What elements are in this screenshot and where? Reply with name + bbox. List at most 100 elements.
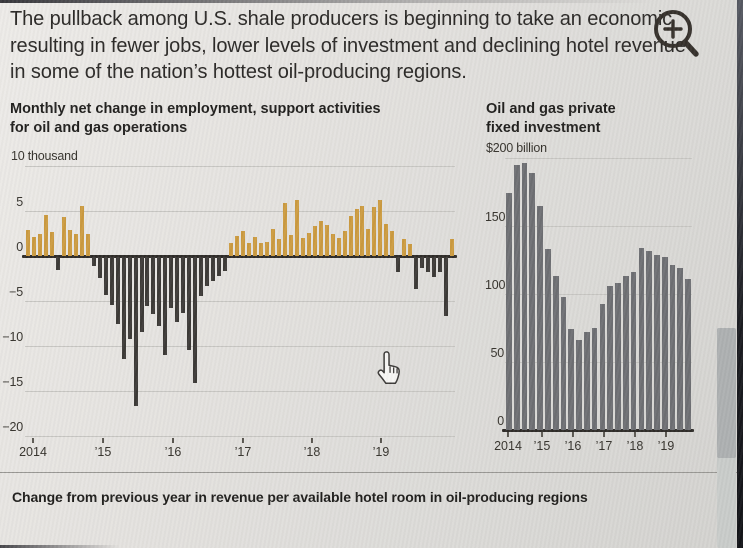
bar <box>151 257 156 314</box>
y-axis-label: −5 <box>9 285 23 299</box>
bar <box>661 257 668 430</box>
y-axis-label: −15 <box>2 375 23 389</box>
bar <box>669 265 676 430</box>
bar <box>133 257 138 406</box>
x-axis-label: ’18 <box>303 445 321 459</box>
bar <box>545 249 551 430</box>
x-axis-label: ’19 <box>372 445 390 459</box>
y-axis-label: 100 <box>485 278 506 292</box>
bar <box>529 173 536 430</box>
gridline <box>505 294 692 295</box>
y-axis-label: 0 <box>497 414 504 428</box>
bar <box>396 257 401 273</box>
bar <box>630 272 637 430</box>
x-axis-label: ’15 <box>94 445 112 459</box>
gridline <box>25 301 455 302</box>
bar <box>37 233 42 256</box>
bar <box>622 276 629 430</box>
bar <box>247 242 251 256</box>
bar <box>187 257 192 350</box>
bar <box>420 257 425 268</box>
bar <box>330 234 335 256</box>
y-axis-label: 10 thousand <box>11 149 78 163</box>
y-axis-label: 150 <box>485 210 506 224</box>
gridline <box>505 362 692 363</box>
bar <box>372 207 377 256</box>
bar <box>26 229 30 256</box>
x-axis-tick <box>311 438 313 443</box>
x-axis-tick <box>541 432 543 437</box>
bar <box>360 205 365 256</box>
gridline <box>25 166 455 167</box>
bar <box>312 226 317 256</box>
bar <box>270 229 275 256</box>
bar <box>560 296 567 430</box>
x-axis-label: ’19 <box>657 439 675 453</box>
x-axis-tick <box>634 432 636 437</box>
x-axis-tick <box>380 438 382 443</box>
employment-bar-chart: Monthly net change in employment, suppor… <box>0 100 478 468</box>
bar <box>444 257 449 317</box>
x-axis-tick <box>665 432 667 437</box>
bar <box>49 231 54 256</box>
bar <box>506 193 512 430</box>
x-axis-tick <box>242 438 244 443</box>
x-axis-label: ’17 <box>595 439 613 453</box>
y-axis-label: −10 <box>2 330 23 344</box>
section-divider <box>0 472 743 473</box>
bar <box>91 257 96 266</box>
bar <box>223 257 228 272</box>
bar <box>193 257 198 383</box>
bar <box>169 257 174 309</box>
x-axis-tick <box>172 438 174 443</box>
bar <box>384 223 389 256</box>
bar <box>348 215 353 256</box>
bar <box>85 233 90 256</box>
bar <box>264 241 269 256</box>
bar <box>163 257 168 356</box>
bar <box>79 205 84 256</box>
x-axis-label: ’16 <box>564 439 582 453</box>
bar <box>438 257 443 273</box>
bar <box>288 235 293 256</box>
gridline <box>505 226 692 227</box>
y-axis-label: 5 <box>16 195 23 209</box>
scrollbar-thumb[interactable] <box>717 328 736 458</box>
bar <box>241 230 245 256</box>
bar <box>115 257 120 324</box>
y-axis-label: 50 <box>490 346 504 360</box>
bar <box>450 238 454 256</box>
bar <box>426 257 431 273</box>
x-axis-label: ’16 <box>164 445 182 459</box>
zoom-in-icon[interactable] <box>649 5 705 63</box>
bar <box>521 163 528 430</box>
y-axis-label: −20 <box>2 420 23 434</box>
bar <box>229 242 234 256</box>
headline-line: The pullback among U.S. shale producers … <box>10 8 673 30</box>
bar <box>175 257 180 322</box>
bar <box>432 257 437 277</box>
bar <box>103 257 108 295</box>
headline-line: resulting in fewer jobs, lower levels of… <box>10 34 686 57</box>
chart-title: Monthly net change in employment, suppor… <box>10 101 381 136</box>
bar <box>654 254 660 430</box>
bar <box>677 268 684 430</box>
photo-edge-bottom <box>0 545 120 548</box>
bar <box>67 229 72 256</box>
gridline <box>25 211 455 212</box>
bar <box>336 238 341 256</box>
x-axis-tick <box>507 432 509 437</box>
bar <box>378 200 383 256</box>
x-axis-label: ’15 <box>533 439 551 453</box>
bar <box>61 217 66 256</box>
bar <box>157 257 162 327</box>
bar <box>32 237 36 256</box>
bar <box>43 214 48 256</box>
bar <box>258 243 263 256</box>
x-axis-tick <box>572 432 574 437</box>
gridline <box>505 158 692 159</box>
bar <box>55 257 60 270</box>
bar <box>366 229 371 256</box>
x-axis-label: ’17 <box>234 445 252 459</box>
bar <box>342 230 347 256</box>
